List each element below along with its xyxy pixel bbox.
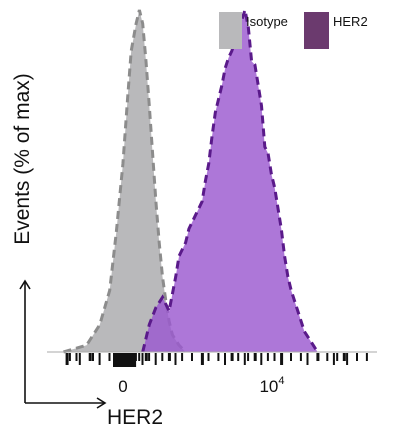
rug-tick (306, 353, 309, 365)
rug-tick (356, 353, 358, 361)
rug-tick (75, 353, 78, 361)
x-axis-title: HER2 (107, 406, 163, 429)
rug-tick (141, 353, 144, 365)
rug-tick (332, 353, 335, 365)
rug-tick (88, 353, 92, 361)
rug-tick (148, 353, 151, 361)
rug-tick (161, 353, 164, 361)
legend-swatch-her2 (304, 12, 329, 49)
legend-label-her2: HER2 (333, 14, 368, 29)
rug-tick (290, 353, 292, 361)
rug-tick (78, 353, 81, 365)
rug-tick (280, 353, 284, 365)
rug-tick (65, 353, 69, 365)
axis-arrows (19, 279, 107, 409)
legend-swatch-isotype (219, 12, 242, 49)
rug-tick (191, 353, 193, 361)
rug-tick (243, 353, 246, 365)
rug-tick (260, 353, 263, 365)
rug-tick (336, 353, 339, 361)
rug-dense-block (113, 353, 137, 367)
rug-tick (346, 353, 349, 365)
series-area-her2 (142, 10, 318, 352)
rug-tick (365, 353, 368, 361)
x-tick-label-1-base: 10 (259, 377, 278, 396)
plot-area (63, 9, 319, 354)
rug-tick (326, 353, 329, 361)
rug-tick (342, 353, 346, 361)
rug-tick (154, 353, 157, 365)
rug-tick (108, 353, 111, 361)
rug-tick (299, 353, 302, 361)
rug-tick (207, 353, 210, 361)
x-tick-label-1: 104 (259, 375, 284, 396)
rug-tick (230, 353, 234, 361)
rug-tick (167, 353, 171, 361)
rug-tick (98, 353, 101, 365)
x-arrow-head (96, 397, 107, 409)
y-arrow-head (19, 279, 31, 290)
rug-tick (273, 353, 276, 361)
rug-tick (200, 353, 204, 365)
x-tick-label-0: 0 (118, 377, 127, 396)
rug-tick (144, 353, 148, 361)
x-tick-label-1-exponent: 4 (278, 375, 284, 387)
rug-tick (217, 353, 220, 361)
rug-tick (181, 353, 184, 361)
rug-tick (174, 353, 177, 365)
rug-tick (92, 353, 94, 361)
rug-tick (224, 353, 226, 365)
rug-tick (237, 353, 240, 361)
rug-tick (138, 353, 141, 361)
rug-tick (247, 353, 250, 361)
series-outline-her2 (141, 9, 319, 353)
event-rug (65, 353, 368, 367)
x-tick-labels: 0 104 (118, 375, 284, 396)
series-area-isotype (63, 10, 186, 352)
legend: Isotype HER2 (219, 12, 368, 49)
rug-tick (266, 353, 269, 361)
y-axis-title: Events (% of max) (11, 73, 34, 245)
rug-tick (316, 353, 320, 361)
rug-tick (68, 353, 71, 361)
rug-tick (253, 353, 257, 361)
legend-label-isotype: Isotype (246, 14, 288, 29)
